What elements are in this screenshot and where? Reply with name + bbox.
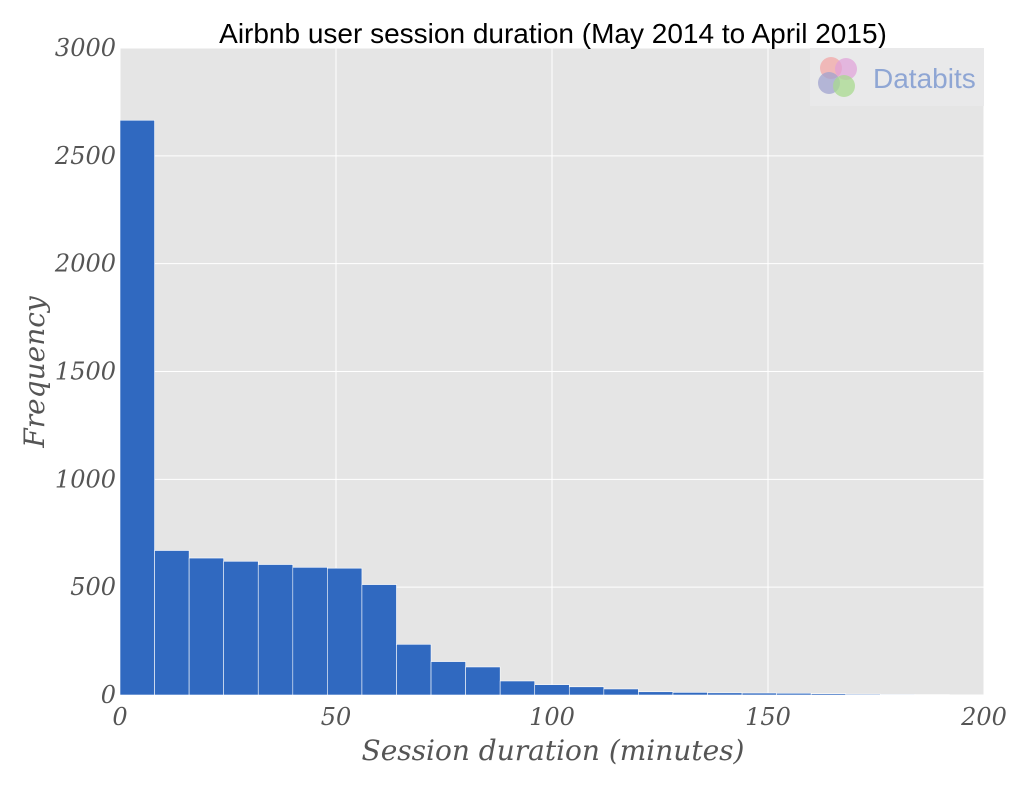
histogram-bar xyxy=(880,694,916,696)
histogram-bar xyxy=(292,567,328,696)
histogram-bar xyxy=(430,661,466,696)
histogram-bar xyxy=(465,666,501,696)
histogram-bar xyxy=(119,119,155,696)
histogram-bar xyxy=(603,688,639,696)
y-tick-label: 3000 xyxy=(55,34,116,62)
histogram-bar xyxy=(707,692,743,696)
y-tick-label: 2000 xyxy=(54,250,116,278)
histogram-bars xyxy=(119,119,985,696)
histogram-bar xyxy=(499,680,536,696)
histogram-bar xyxy=(810,693,847,696)
x-tick-label: 100 xyxy=(529,703,575,731)
y-tick-label: 1000 xyxy=(55,465,116,493)
histogram-bar xyxy=(776,692,812,696)
y-axis-ticks: 0 500 1000 1500 2000 2500 3000 xyxy=(54,34,116,709)
y-axis-label: Frequency xyxy=(18,295,51,449)
y-tick-label: 500 xyxy=(70,573,116,601)
histogram-bar xyxy=(534,684,570,696)
histogram-bar xyxy=(188,557,224,696)
y-tick-label: 2500 xyxy=(54,142,116,170)
x-axis-label: Session duration (minutes) xyxy=(362,734,745,767)
histogram-bar xyxy=(638,691,674,696)
chart-title: Airbnb user session duration (May 2014 t… xyxy=(219,18,887,49)
x-tick-label: 50 xyxy=(321,703,352,731)
histogram-bar xyxy=(396,644,432,696)
x-tick-label: 0 xyxy=(112,703,127,731)
histogram-bar xyxy=(672,692,708,696)
x-tick-label: 150 xyxy=(745,703,791,731)
x-axis-ticks: 0 50 100 150 200 xyxy=(112,703,1007,731)
x-tick-label: 200 xyxy=(960,703,1007,731)
histogram-bar xyxy=(741,692,777,696)
histogram-bar xyxy=(257,564,294,696)
y-tick-label: 1500 xyxy=(55,358,116,386)
histogram-bar xyxy=(154,550,190,696)
histogram-bar xyxy=(327,567,363,696)
histogram-bar xyxy=(845,693,881,696)
histogram-bar xyxy=(361,584,397,696)
databits-watermark: Databits xyxy=(810,48,984,106)
histogram-bar xyxy=(223,560,259,696)
watermark-text: Databits xyxy=(873,63,976,94)
histogram-bar xyxy=(568,686,605,696)
y-tick-label: 0 xyxy=(101,681,116,709)
databits-logo-icon xyxy=(818,57,857,97)
